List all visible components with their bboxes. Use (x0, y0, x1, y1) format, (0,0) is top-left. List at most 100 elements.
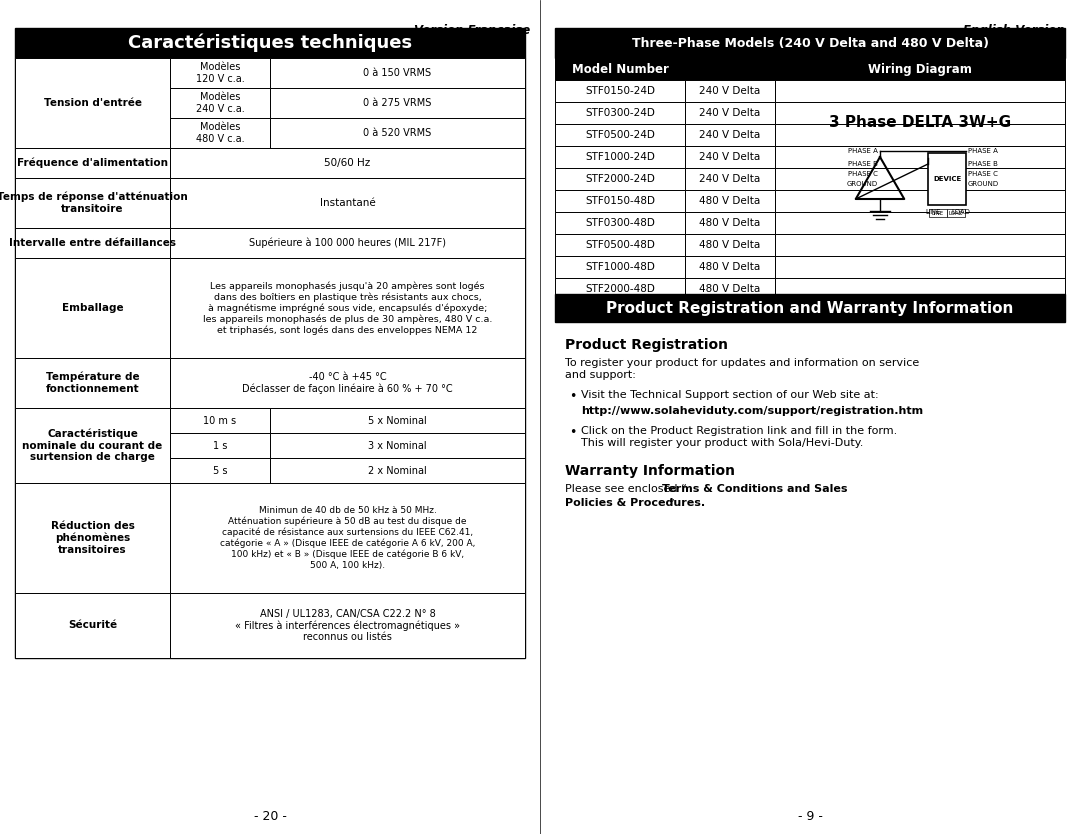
Text: 480 V Delta: 480 V Delta (700, 284, 760, 294)
Bar (775, 102, 1065, 124)
Text: Modèles
240 V c.a.: Modèles 240 V c.a. (195, 93, 244, 113)
Text: STF0500-24D: STF0500-24D (585, 130, 654, 140)
Bar (775, 234, 1065, 256)
Bar (15, 148, 170, 178)
Text: To register your product for updates and information on service
and support:: To register your product for updates and… (565, 358, 919, 379)
Text: Product Registration: Product Registration (565, 338, 728, 352)
Bar (685, 168, 775, 190)
Bar (685, 278, 775, 300)
Text: LINE: LINE (926, 209, 941, 215)
Text: STF0150-48D: STF0150-48D (585, 196, 654, 206)
Bar (775, 256, 1065, 278)
Text: Three-Phase Models (240 V Delta and 480 V Delta): Three-Phase Models (240 V Delta and 480 … (632, 37, 988, 49)
Text: 0 à 275 VRMS: 0 à 275 VRMS (363, 98, 432, 108)
Text: 3 x Nominal: 3 x Nominal (368, 440, 427, 450)
Text: Wiring Diagram: Wiring Diagram (868, 63, 972, 76)
Bar (170, 593, 525, 658)
Bar (270, 58, 525, 88)
Text: Modèles
120 V c.a.: Modèles 120 V c.a. (195, 63, 244, 83)
Bar (170, 408, 270, 433)
Bar (775, 146, 1065, 168)
Text: Instantané: Instantané (320, 198, 376, 208)
Bar (555, 294, 1065, 322)
Text: Modèles
480 V c.a.: Modèles 480 V c.a. (195, 123, 244, 143)
Text: GROUND: GROUND (847, 181, 878, 187)
Bar (15, 58, 525, 658)
Text: Warranty Information: Warranty Information (565, 464, 735, 478)
Text: •: • (569, 426, 577, 439)
Text: 480 V Delta: 480 V Delta (700, 262, 760, 272)
Text: - 20 -: - 20 - (254, 810, 286, 822)
Text: Réduction des
phénomènes
transitoires: Réduction des phénomènes transitoires (51, 521, 134, 555)
Text: Tension d'entrée: Tension d'entrée (43, 98, 141, 108)
Bar (15, 178, 170, 228)
Text: Supérieure à 100 000 heures (MIL 217F): Supérieure à 100 000 heures (MIL 217F) (249, 238, 446, 249)
Text: Sécurité: Sécurité (68, 620, 117, 631)
Text: STF1000-24D: STF1000-24D (585, 152, 654, 162)
Bar (170, 258, 525, 358)
Bar (775, 80, 1065, 102)
Bar (15, 228, 170, 258)
Bar (775, 212, 1065, 234)
Bar (685, 124, 775, 146)
Text: Temps de réponse d'atténuation
transitoire: Temps de réponse d'atténuation transitoi… (0, 192, 188, 214)
Text: 2 x Nominal: 2 x Nominal (368, 465, 427, 475)
Text: Product Registration and Warranty Information: Product Registration and Warranty Inform… (606, 300, 1014, 315)
Bar (685, 190, 775, 212)
Bar (685, 102, 775, 124)
Text: Fréquence d'alimentation: Fréquence d'alimentation (17, 158, 168, 168)
Bar (928, 153, 966, 205)
Text: STF0500-48D: STF0500-48D (585, 240, 654, 250)
Text: STF0150-24D: STF0150-24D (585, 86, 654, 96)
Text: 480 V Delta: 480 V Delta (700, 218, 760, 228)
Text: 240 V Delta: 240 V Delta (700, 86, 760, 96)
Text: Minimun de 40 db de 50 kHz à 50 MHz.
Atténuation supérieure à 50 dB au test du d: Minimun de 40 db de 50 kHz à 50 MHz. Att… (220, 506, 475, 570)
Text: 3 Phase DELTA 3W+G: 3 Phase DELTA 3W+G (829, 114, 1011, 129)
Text: 240 V Delta: 240 V Delta (700, 130, 760, 140)
Bar (170, 178, 525, 228)
Bar (170, 88, 270, 118)
Text: Please see enclosed “: Please see enclosed “ (565, 484, 687, 494)
Text: 240 V Delta: 240 V Delta (700, 108, 760, 118)
Bar (15, 58, 170, 148)
Bar (555, 102, 685, 124)
Text: Terms & Conditions and Sales: Terms & Conditions and Sales (662, 484, 848, 494)
Text: STF1000-48D: STF1000-48D (585, 262, 654, 272)
Bar (170, 483, 525, 593)
Bar (685, 256, 775, 278)
Text: 0 à 150 VRMS: 0 à 150 VRMS (364, 68, 432, 78)
Bar (555, 58, 685, 80)
Text: -40 °C à +45 °C
Déclasser de façon linéaire à 60 % + 70 °C: -40 °C à +45 °C Déclasser de façon linéa… (242, 372, 453, 394)
Bar (555, 190, 685, 212)
Bar (555, 234, 685, 256)
Text: 1 s: 1 s (213, 440, 227, 450)
Text: 480 V Delta: 480 V Delta (700, 240, 760, 250)
Bar (685, 80, 775, 102)
Text: Visit the Technical Support section of our Web site at:: Visit the Technical Support section of o… (581, 390, 879, 400)
Text: 240 V Delta: 240 V Delta (700, 152, 760, 162)
Text: DEVICE: DEVICE (933, 176, 961, 182)
Text: ANSI / UL1283, CAN/CSA C22.2 N° 8
« Filtres à interférences électromagnétiques »: ANSI / UL1283, CAN/CSA C22.2 N° 8 « Filt… (235, 609, 460, 642)
Text: LOAD: LOAD (951, 209, 971, 215)
Text: •: • (569, 390, 577, 403)
Text: LOAD: LOAD (948, 210, 963, 215)
Bar (170, 148, 525, 178)
Bar (170, 433, 270, 458)
Text: Caractéristiques techniques: Caractéristiques techniques (127, 33, 413, 53)
Bar (555, 168, 685, 190)
Text: http://www.solaheviduty.com/support/registration.htm: http://www.solaheviduty.com/support/regi… (581, 406, 923, 416)
Bar (947, 209, 966, 217)
Bar (15, 408, 170, 483)
Text: English Version: English Version (963, 24, 1065, 37)
Text: ”: ” (669, 498, 674, 508)
Text: Intervalle entre défaillances: Intervalle entre défaillances (9, 238, 176, 248)
Bar (555, 146, 685, 168)
Bar (270, 88, 525, 118)
Bar (15, 593, 170, 658)
Bar (929, 209, 947, 217)
Text: 5 s: 5 s (213, 465, 227, 475)
Bar (170, 58, 270, 88)
Bar (775, 278, 1065, 300)
Text: STF2000-48D: STF2000-48D (585, 284, 654, 294)
Text: Les appareils monophasés jusqu'à 20 ampères sont logés
dans des boîtiers en plas: Les appareils monophasés jusqu'à 20 ampè… (203, 281, 492, 334)
